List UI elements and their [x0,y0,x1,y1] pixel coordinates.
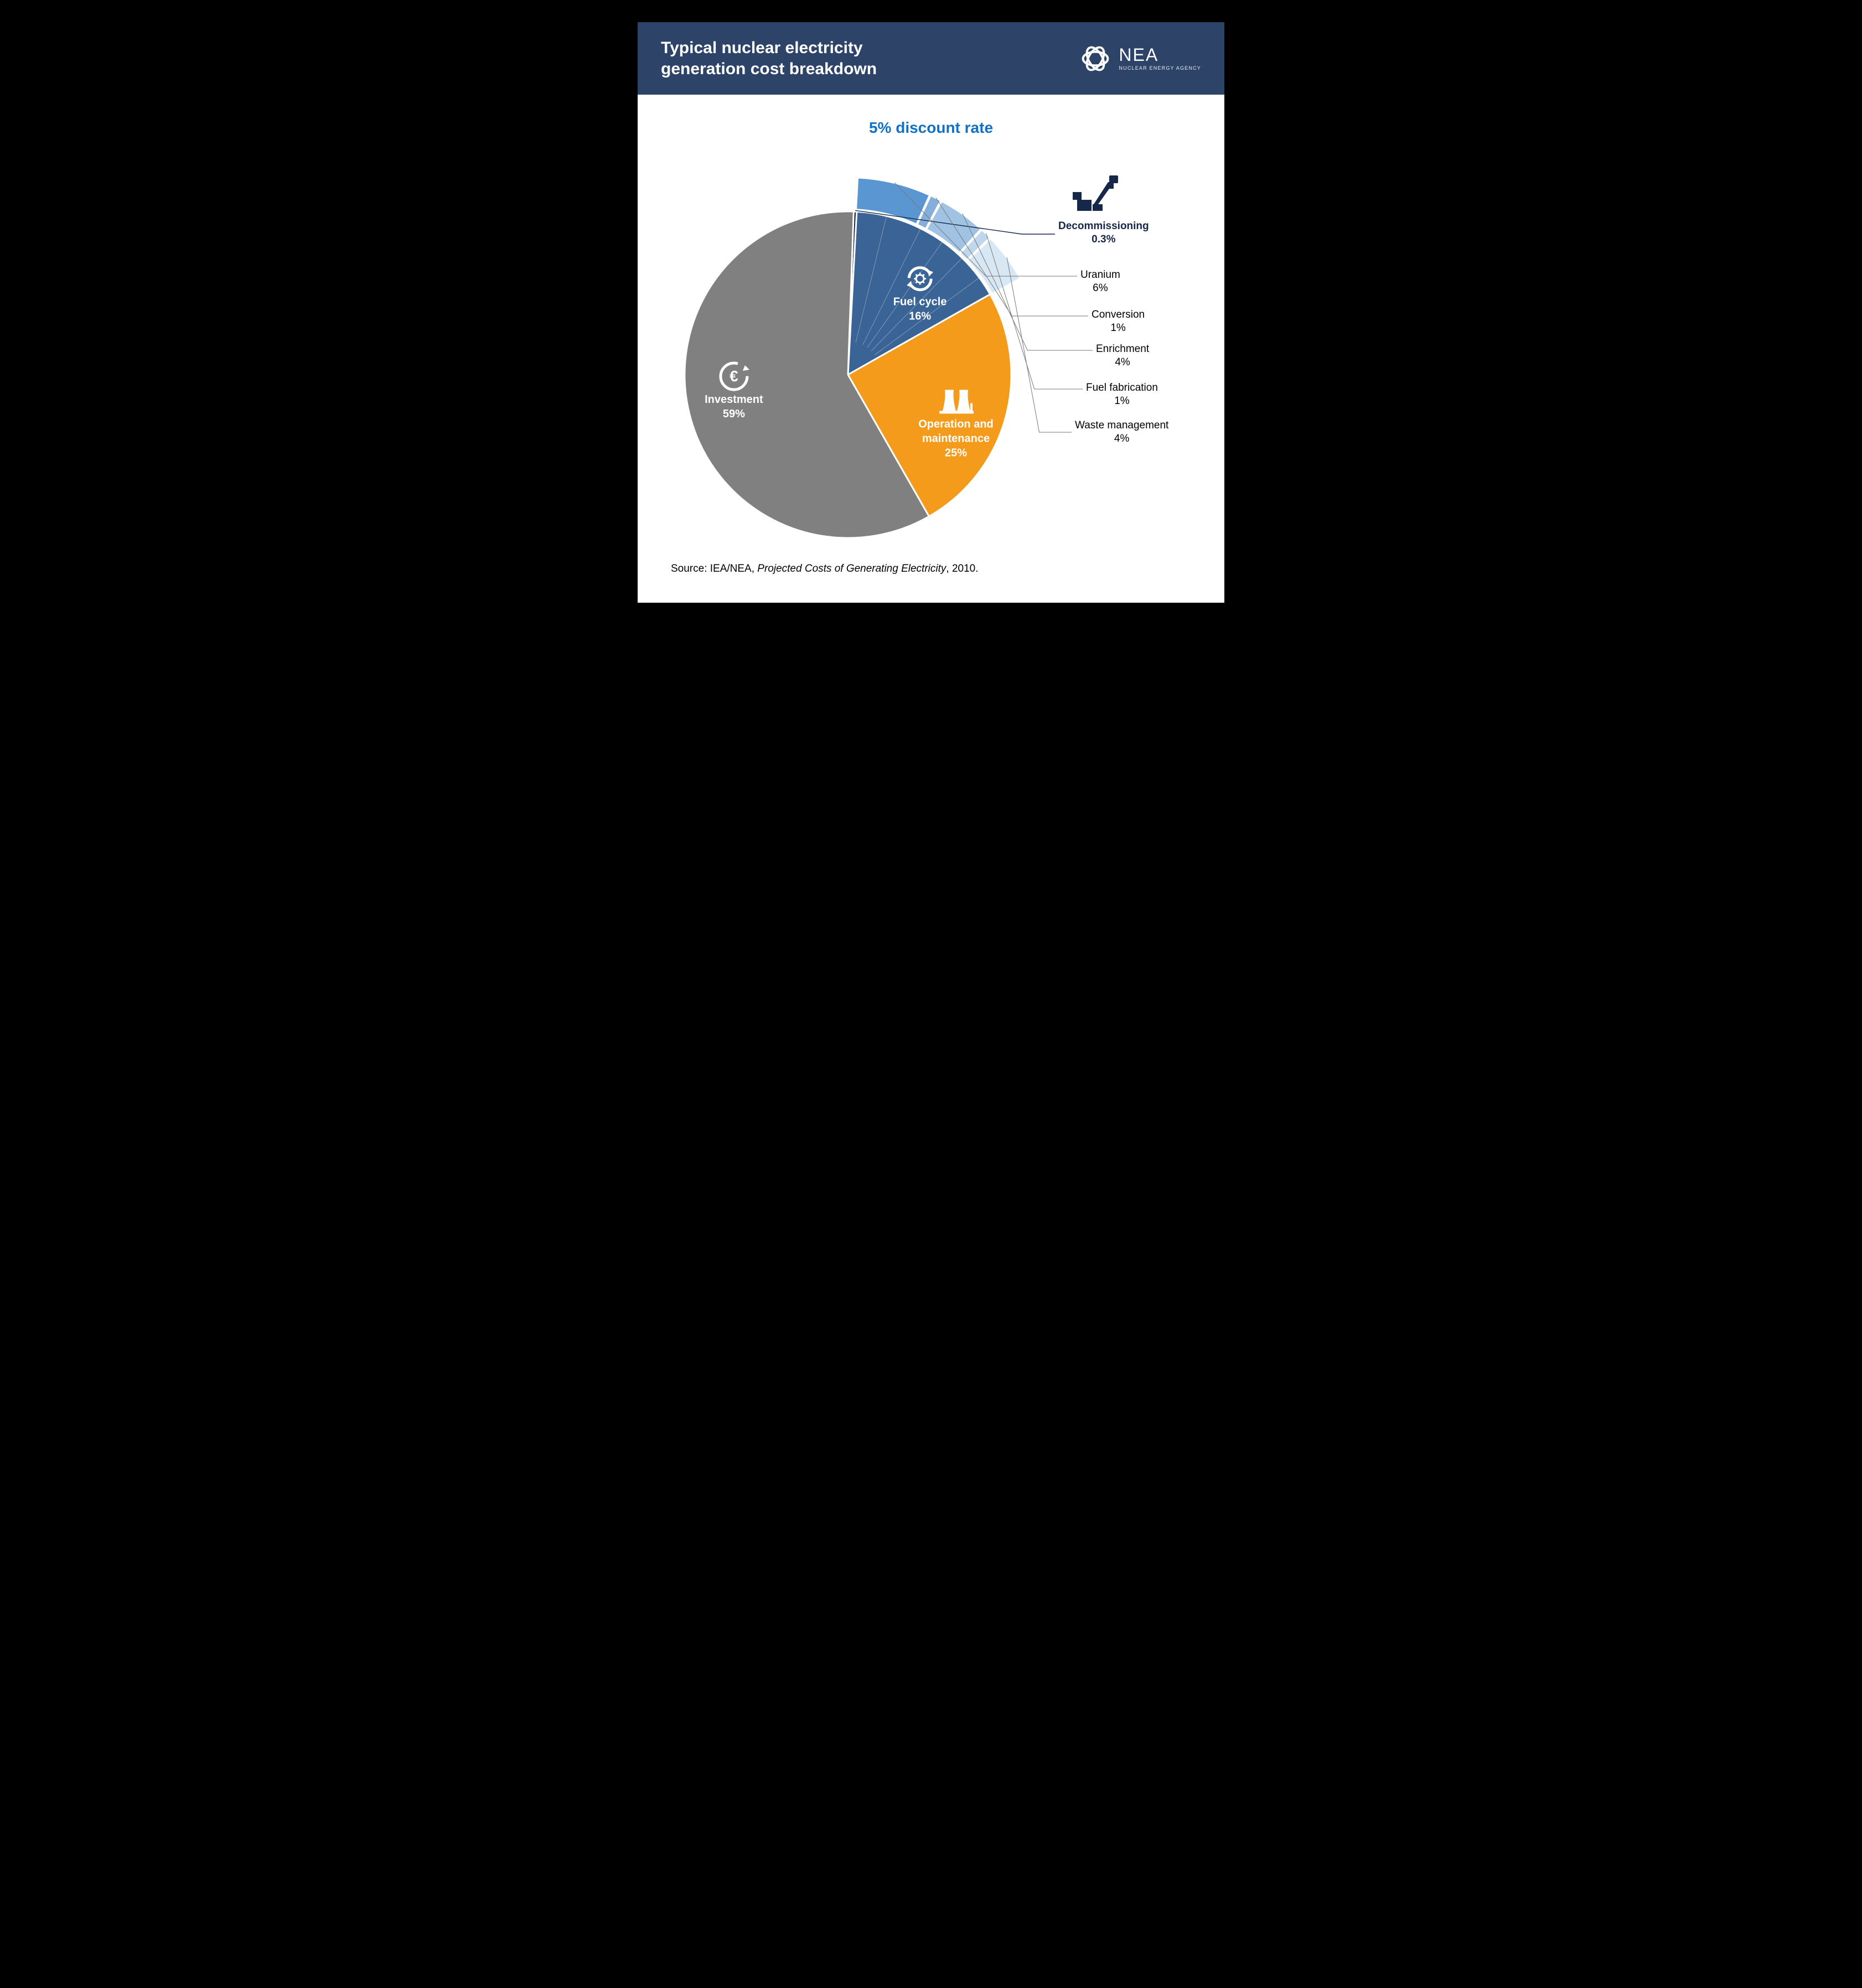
header-bar: Typical nuclear electricity generation c… [638,22,1224,95]
nea-logo-icon [1080,43,1111,74]
label-decommissioning: Decommissioning 0.3% [1058,220,1149,246]
svg-text:16%: 16% [909,310,931,323]
logo-acronym: NEA [1119,46,1201,64]
label-fuel-fabrication: Fuel fabrication 1% [1086,381,1158,408]
title: Typical nuclear electricity generation c… [661,38,949,79]
svg-text:Fuel cycle: Fuel cycle [893,296,947,308]
infographic-card: Typical nuclear electricity generation c… [638,22,1224,603]
logo-subtitle: NUCLEAR ENERGY AGENCY [1119,66,1201,71]
label-conversion: Conversion 1% [1092,308,1145,335]
chart-area: € Investment 59% Operation and maintenance 25… [638,142,1224,563]
label-enrichment: Enrichment 4% [1096,343,1149,369]
label-uranium: Uranium 6% [1080,268,1120,295]
svg-text:Investment: Investment [705,394,763,406]
svg-text:Operation and: Operation and [918,418,994,430]
svg-text:maintenance: maintenance [922,432,990,444]
svg-text:59%: 59% [723,408,745,420]
svg-text:€: € [730,367,738,385]
label-waste-management: Waste management 4% [1075,419,1168,446]
svg-text:25%: 25% [945,447,967,459]
nea-logo: NEA NUCLEAR ENERGY AGENCY [1080,43,1201,74]
subtitle: 5% discount rate [638,119,1224,137]
source-citation: Source: IEA/NEA, Projected Costs of Gene… [638,563,1224,603]
